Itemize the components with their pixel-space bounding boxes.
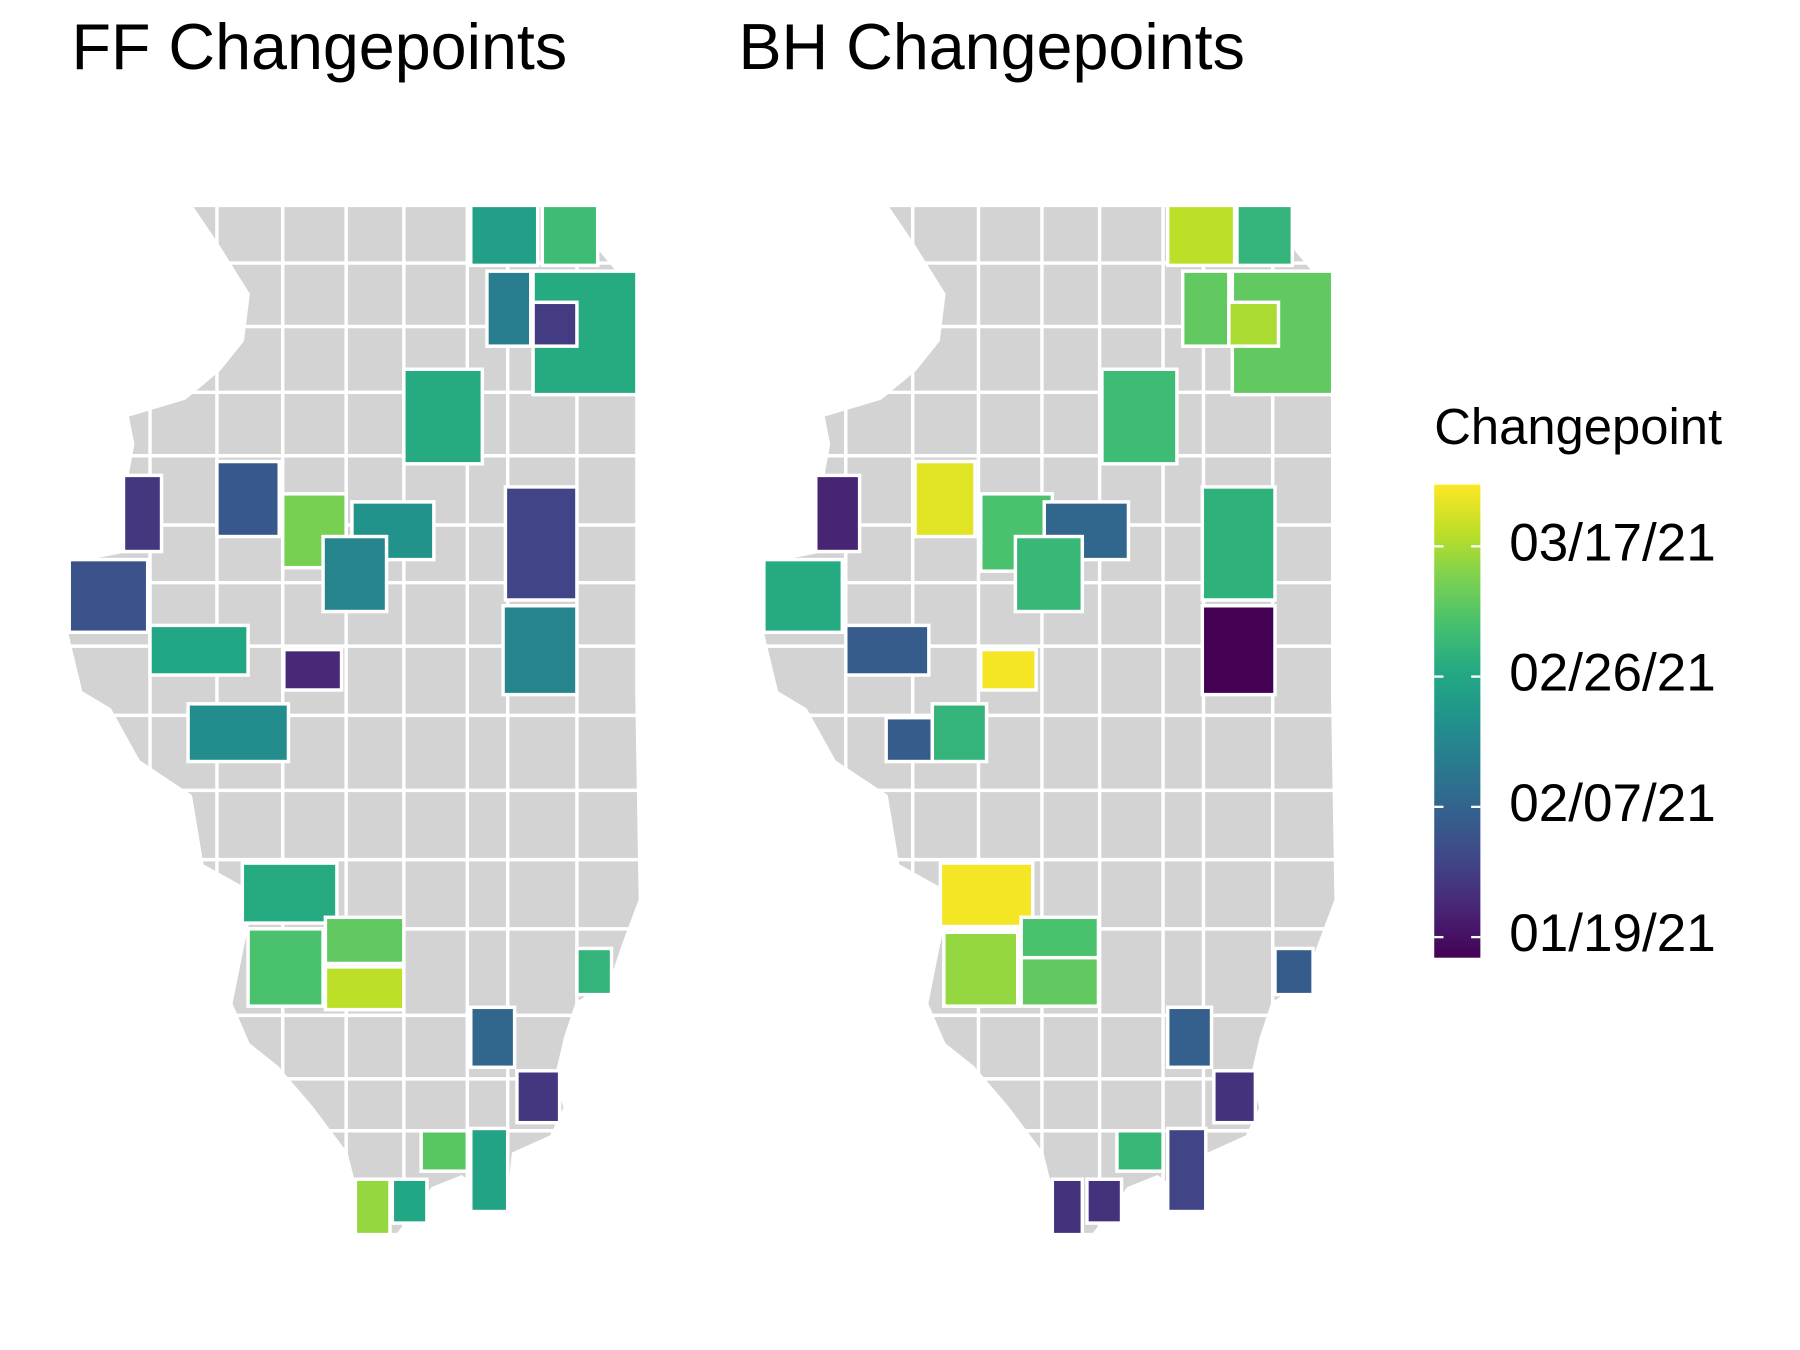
county (844, 623, 931, 677)
county (469, 203, 540, 268)
county (814, 473, 862, 554)
county (402, 367, 485, 466)
county (1235, 203, 1295, 268)
county (503, 485, 579, 602)
county (323, 915, 406, 966)
county (942, 930, 1020, 1008)
county (913, 459, 977, 539)
county (930, 702, 989, 764)
county (1227, 300, 1281, 348)
colorbar (1434, 484, 1481, 958)
county (762, 557, 845, 635)
map-title: FF Changepoints (72, 11, 568, 83)
county (469, 1126, 510, 1214)
county (1165, 1005, 1214, 1070)
county (282, 647, 344, 692)
county (515, 1069, 562, 1125)
county (979, 647, 1038, 692)
county (390, 1177, 429, 1225)
county (1165, 1126, 1208, 1214)
county (469, 1005, 517, 1070)
colorbar-tick-label: 02/07/21 (1509, 774, 1716, 833)
county (186, 702, 291, 764)
county (1085, 1177, 1124, 1225)
county (1013, 534, 1085, 614)
county (215, 459, 281, 539)
county (1273, 946, 1315, 997)
county (1212, 1069, 1258, 1125)
county (353, 1177, 392, 1237)
county (350, 500, 436, 562)
county (246, 927, 325, 1008)
county (148, 623, 250, 677)
county (121, 473, 164, 554)
county (1042, 500, 1131, 562)
county (1050, 1177, 1085, 1237)
colorbar-tick-label: 02/26/21 (1509, 644, 1716, 703)
county (419, 1129, 470, 1173)
colorbar-tick-label: 01/19/21 (1509, 904, 1716, 963)
map-title: BH Changepoints (738, 11, 1244, 83)
county (1200, 485, 1277, 602)
county (67, 557, 150, 635)
county (323, 965, 406, 1012)
county (1019, 915, 1101, 960)
legend-title: Changepoint (1434, 398, 1722, 455)
county (1165, 203, 1237, 268)
county (321, 534, 389, 614)
county (540, 203, 600, 268)
county (485, 269, 533, 348)
county (1019, 955, 1101, 1008)
county (1180, 269, 1231, 348)
county (575, 946, 614, 997)
county (240, 861, 339, 925)
county (280, 492, 348, 570)
county (501, 604, 579, 697)
county (531, 300, 579, 348)
county (1115, 1129, 1165, 1173)
county (1200, 604, 1277, 697)
county (938, 861, 1035, 929)
colorbar-tick-label: 03/17/21 (1509, 513, 1716, 572)
county (884, 715, 935, 764)
county (1100, 367, 1179, 466)
